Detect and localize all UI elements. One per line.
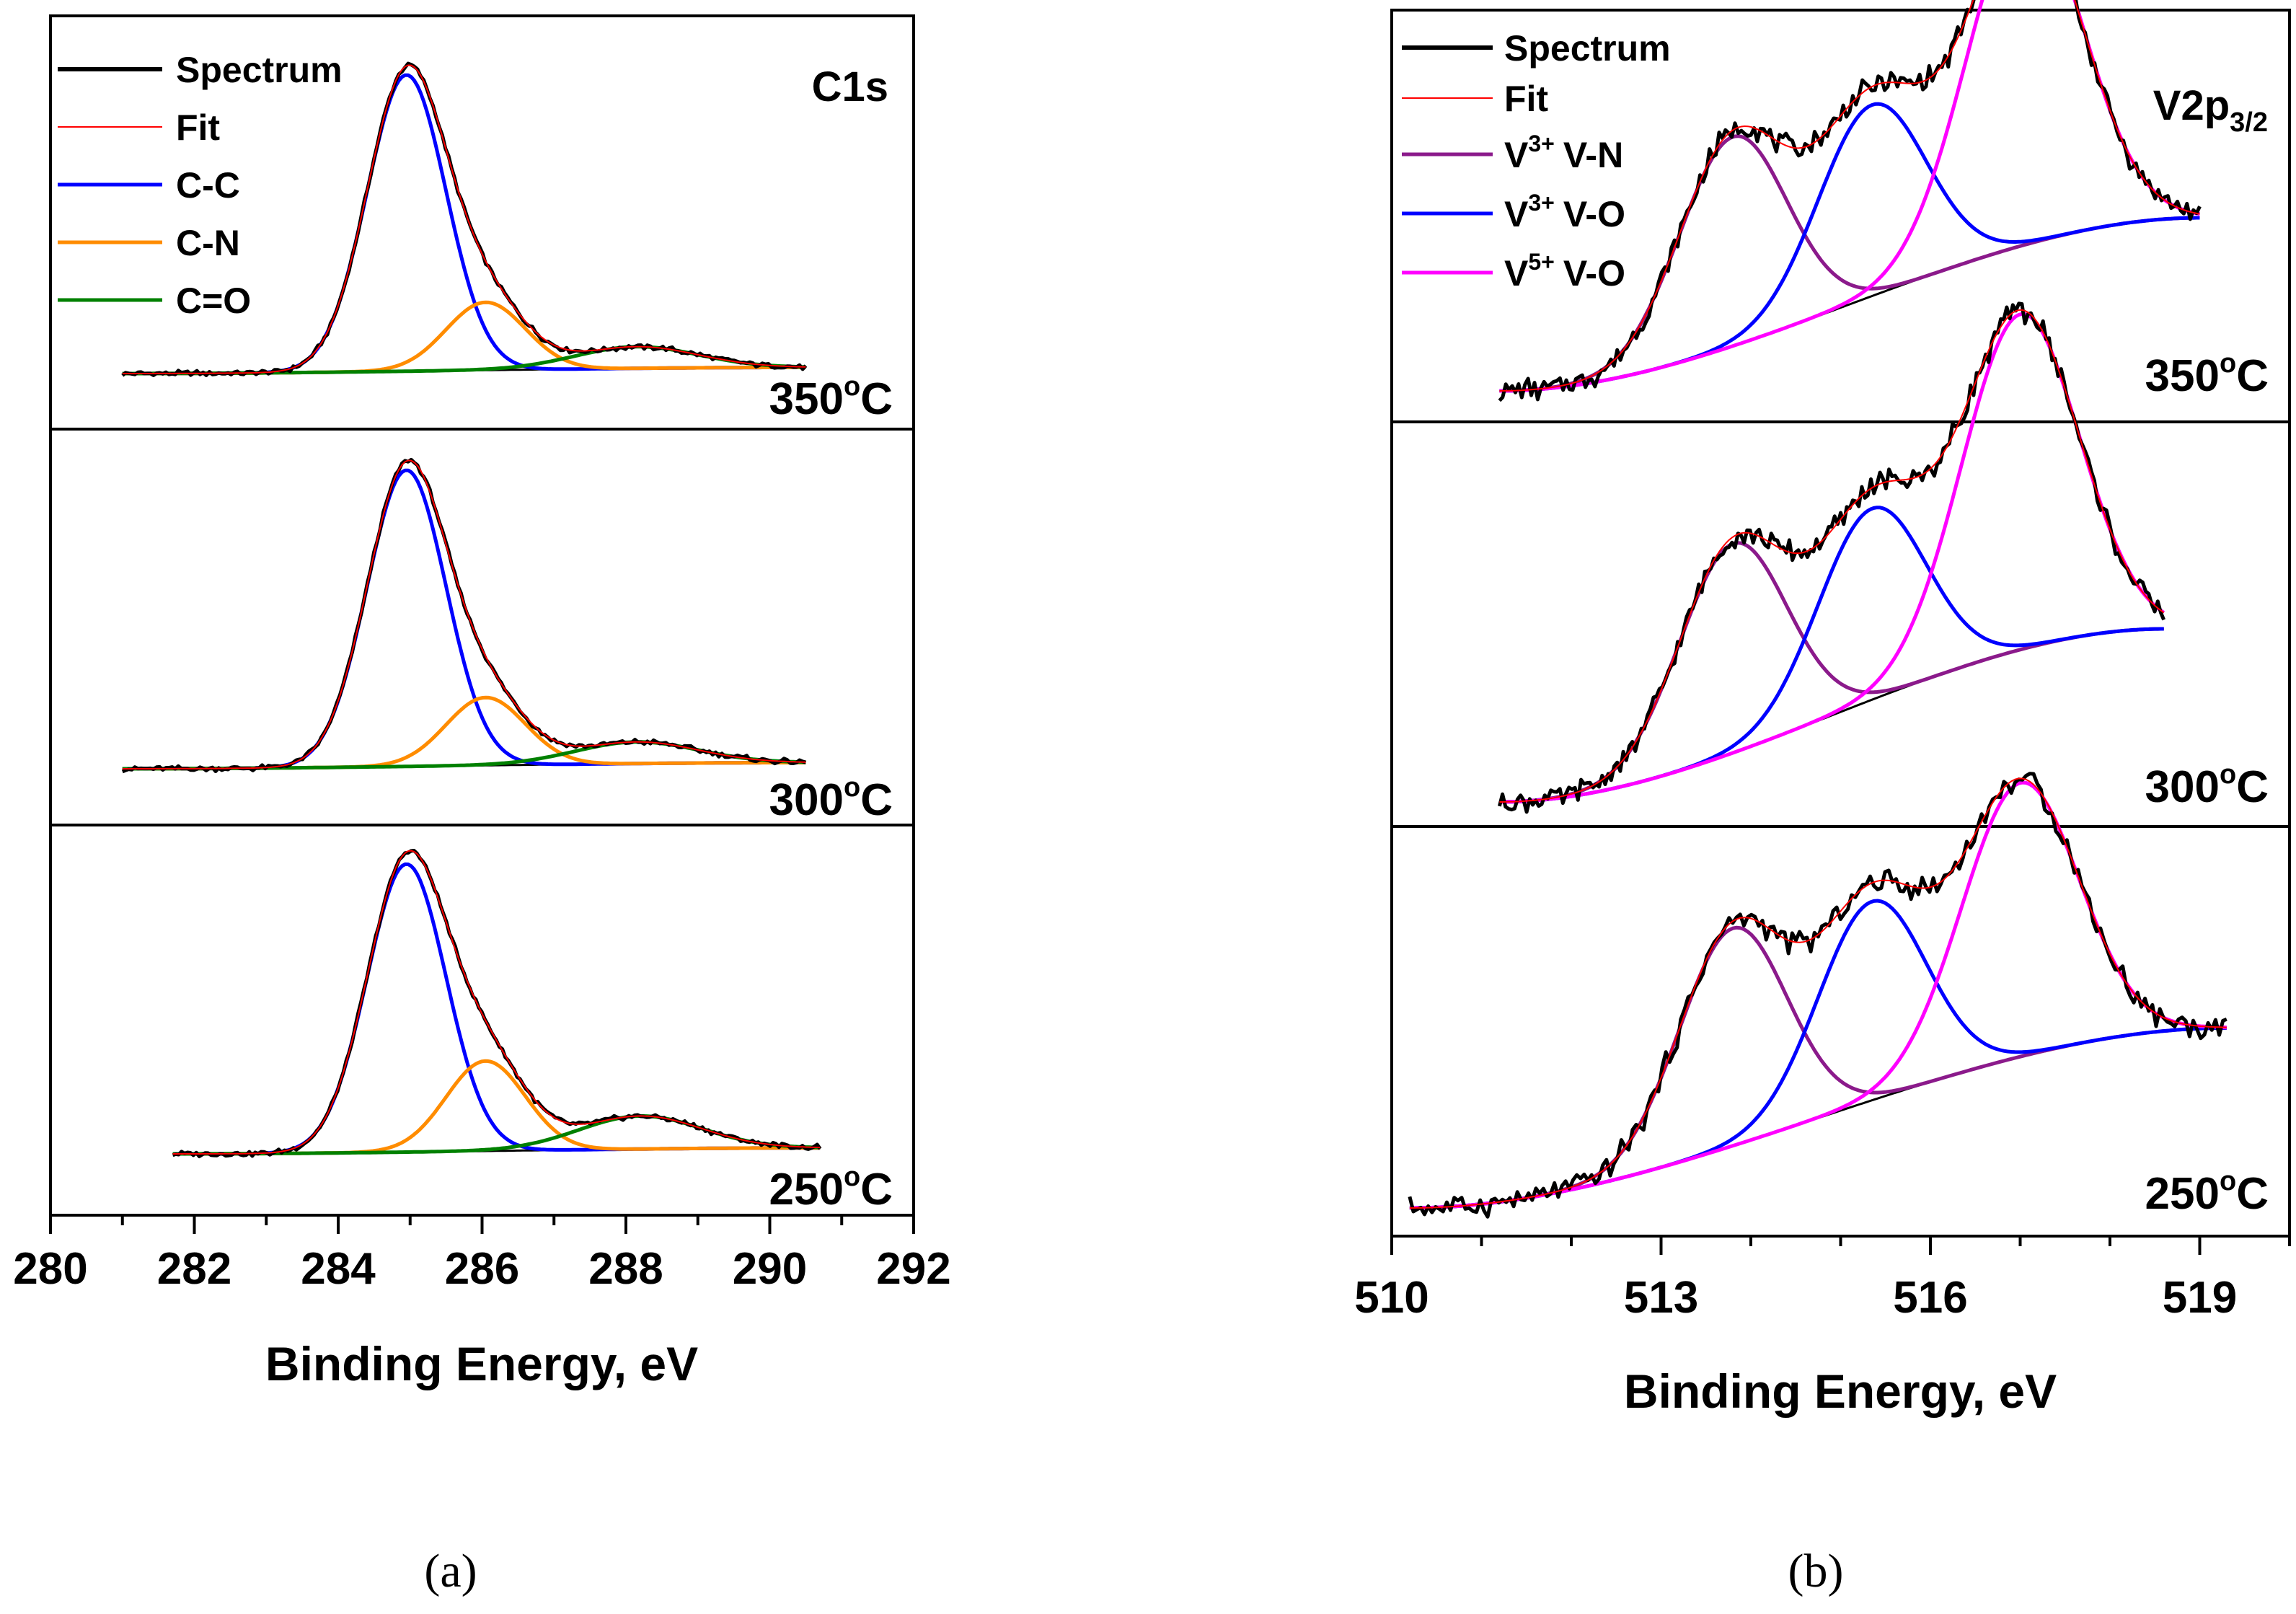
- fit-b-250: [1409, 777, 2227, 1209]
- x-axis-a-title: Binding Energy, eV: [265, 1337, 698, 1390]
- legend-a-label-cn: C-N: [176, 223, 240, 263]
- legend-b-v5-vo-bond: V-O: [1563, 253, 1625, 294]
- x-tick-label-a-290: 290: [733, 1244, 807, 1294]
- legend-a-label-co: C=O: [176, 281, 251, 321]
- panel-a-350-curves: [121, 61, 808, 377]
- legend-b-v3-vo-charge: 3+: [1528, 190, 1554, 216]
- chart-b-title: V2p3/2: [2153, 82, 2268, 138]
- panel-a-350-unit: C: [860, 374, 893, 424]
- legend-b-label-v3-vn: V3+ V-N: [1504, 131, 1623, 175]
- legend-b-label-v5-vo: V5+ V-O: [1504, 249, 1625, 294]
- panel-a-350-label: 350oC: [769, 371, 893, 424]
- panel-a-300-curves: [121, 457, 807, 774]
- caption-a: (a): [424, 1545, 477, 1597]
- x-tick-label-b-519: 519: [2163, 1273, 2237, 1323]
- chart-v2p: Spectrum Fit V3+ V-N V3+ V-O V5+ V-O V2p3/2…: [1354, 0, 2291, 1597]
- caption-b: (b): [1788, 1545, 1844, 1597]
- panel-b-350-curves: [1498, 0, 2202, 402]
- chart-b-title-sub: 3/2: [2230, 107, 2268, 138]
- panel-b-350-unit: C: [2236, 351, 2269, 401]
- legend-b-v3-vn-bond: V-N: [1563, 135, 1623, 175]
- x-tick-label-a-286: 286: [445, 1244, 519, 1294]
- x-axis-a-ticks: 280 282 284 286 288 290 292: [13, 1214, 951, 1294]
- panel-a-300-unit: C: [860, 775, 893, 825]
- fit-b-300: [1499, 309, 2165, 803]
- x-tick-label-a-280: 280: [13, 1244, 87, 1294]
- legend-a: Spectrum Fit C-C C-N C=O: [58, 50, 343, 321]
- panel-b-300-degree: o: [2220, 759, 2236, 790]
- legend-a-label-spectrum: Spectrum: [176, 50, 343, 90]
- x-tick-label-a-284: 284: [301, 1244, 376, 1294]
- panel-b-300-unit: C: [2236, 762, 2269, 812]
- legend-b-label-fit: Fit: [1504, 79, 1548, 119]
- panel-b-250-degree: o: [2220, 1166, 2236, 1196]
- panel-b-250-curves: [1408, 772, 2227, 1219]
- fit-a-250: [172, 850, 821, 1155]
- x-tick-label-b-516: 516: [1893, 1273, 1967, 1323]
- legend-a-label-cc: C-C: [176, 165, 240, 206]
- panel-a-350-number: 350: [769, 374, 844, 424]
- x-axis-b-ticks: 510 513 516 519: [1354, 1235, 2291, 1323]
- panel-b-300-curves: [1497, 301, 2166, 814]
- fit-b-350: [1499, 0, 2200, 392]
- panel-b-350-degree: o: [2220, 348, 2236, 379]
- spectrum-b-300: [1497, 301, 2166, 814]
- panel-b-250-number: 250: [2145, 1169, 2220, 1219]
- x-tick-label-a-292: 292: [876, 1244, 950, 1294]
- panel-a-350-degree: o: [844, 371, 860, 402]
- x-axis-b-title: Binding Energy, eV: [1624, 1364, 2057, 1418]
- panel-b-350-number: 350: [2145, 351, 2220, 401]
- x-tick-label-a-282: 282: [157, 1244, 231, 1294]
- legend-b-v3-vo-ion: V: [1504, 194, 1529, 234]
- legend-b-v3-vn-charge: 3+: [1528, 131, 1554, 156]
- legend-b-v3-vo-bond: V-O: [1563, 194, 1625, 234]
- panel-a-250-number: 250: [769, 1165, 844, 1214]
- legend-b-label-spectrum: Spectrum: [1504, 28, 1671, 69]
- panel-a-250-unit: C: [860, 1165, 893, 1214]
- panel-a-300-label: 300oC: [769, 772, 893, 825]
- panel-a-300-degree: o: [844, 772, 860, 803]
- legend-b-label-v3-vo: V3+ V-O: [1504, 190, 1625, 234]
- panel-a-300-number: 300: [769, 775, 844, 825]
- x-tick-label-a-288: 288: [588, 1244, 663, 1294]
- panel-b-250-unit: C: [2236, 1169, 2269, 1219]
- panel-a-250-degree: o: [844, 1162, 860, 1192]
- legend-b-v3-vn-ion: V: [1504, 135, 1529, 175]
- legend-b: Spectrum Fit V3+ V-N V3+ V-O V5+ V-O: [1402, 28, 1671, 294]
- legend-b-v5-vo-charge: 5+: [1528, 249, 1554, 275]
- panel-b-350-label: 350oC: [2145, 348, 2269, 401]
- panel-b-300-label: 300oC: [2145, 759, 2269, 812]
- panel-a-250-label: 250oC: [769, 1162, 893, 1214]
- spectrum-b-350: [1498, 0, 2202, 402]
- chart-a-title: C1s: [812, 63, 888, 110]
- panel-b-250-label: 250oC: [2145, 1166, 2269, 1219]
- x-tick-label-b-513: 513: [1624, 1273, 1698, 1323]
- legend-a-label-fit: Fit: [176, 107, 220, 148]
- chart-b-title-main: V2p: [2153, 82, 2230, 129]
- fit-a-300: [122, 459, 806, 769]
- panel-b-300-number: 300: [2145, 762, 2220, 812]
- fit-a-350: [122, 64, 806, 374]
- legend-b-v5-vo-ion: V: [1504, 253, 1529, 294]
- x-tick-label-b-510: 510: [1354, 1273, 1429, 1323]
- panel-a-250-curves: [172, 849, 822, 1158]
- chart-c1s: Spectrum Fit C-C C-N C=O C1s 350oC 300oC…: [13, 14, 951, 1597]
